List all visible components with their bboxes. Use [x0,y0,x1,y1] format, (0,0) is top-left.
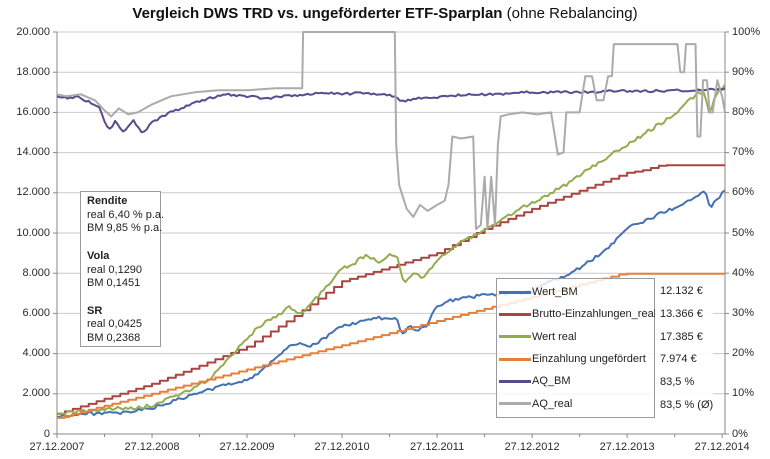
series-line-wert-bm [56,189,726,419]
legend-item-label: Brutto-Einzahlungen_real [532,308,657,321]
y-axis-left-label: 18.000 [16,65,50,78]
legend-swatch-wert-real [499,335,531,339]
series-line-aq-bm [56,87,726,134]
x-axis-label: 27.12.2012 [504,441,560,453]
series-line-aq-real [56,31,726,230]
x-axis-label: 27.12.2007 [29,441,85,453]
legend-value-wert-bm: 12.132 € [660,285,703,298]
legend-item-label: AQ_BM [532,375,571,388]
stats-line: real 0,1290 [87,263,143,276]
legend-value-wert-real: 17.385 € [660,330,703,343]
y-axis-left-label: 0 [43,427,50,440]
stats-line [87,291,160,305]
legend-item-aq-real[interactable]: AQ_real [499,393,652,414]
y-axis-left-label: 2.000 [22,387,50,400]
y-axis-right-label: 50% [732,226,755,239]
legend: Wert_BM Brutto-Einzahlungen_real Wert real… [496,278,713,418]
x-axis-label: 27.12.2014 [694,441,750,453]
legend-value-aq-bm: 83,5 % [660,375,695,388]
stats-line: SR [87,304,103,317]
x-axis-label: 27.12.2008 [124,441,180,453]
legend-swatch-brutto-einzahlungen-real [499,312,531,316]
y-axis-right-label: 100% [732,25,761,38]
legend-item-label: Wert real [532,330,577,343]
legend-value-einzahlung-ungefoerdert: 7.974 € [660,353,697,366]
y-axis-right-label: 20% [732,347,755,360]
y-axis-right-label: 40% [732,266,755,279]
legend-swatch-wert-bm [499,290,531,294]
legend-swatch-aq-bm [499,379,531,383]
chart-title: Vergleich DWS TRD vs. ungeförderter ETF-… [0,5,770,22]
y-axis-right-label: 70% [732,146,755,159]
legend-item-wert-real[interactable]: Wert real [499,326,652,347]
stats-line: BM 9,85 % p.a. [87,222,163,235]
chart-title-bold: Vergleich DWS TRD vs. ungeförderter ETF-… [132,5,503,22]
x-axis-label: 27.12.2009 [219,441,275,453]
legend-item-brutto-einzahlungen-real[interactable]: Brutto-Einzahlungen_real [499,304,656,325]
y-axis-left-label: 8.000 [22,266,50,279]
x-axis-label: 27.12.2010 [314,441,370,453]
stats-line: Vola [87,249,110,262]
y-axis-left-label: 10.000 [16,226,50,239]
y-axis-right-label: 10% [732,387,755,400]
legend-labels-box: Wert_BM Brutto-Einzahlungen_real Wert real… [496,278,656,418]
stats-line [87,236,160,250]
x-axis-label: 27.12.2011 [409,441,465,453]
series-line-brutto-einzahlungen-real [57,164,725,415]
legend-values-box: 12.132 € 13.366 € 17.385 € 7.974 € 83,5 % 83,… [655,278,713,418]
legend-item-einzahlung-ungefoerdert[interactable]: Einzahlung ungefördert [499,349,652,370]
chart-title-normal: (ohne Rebalancing) [502,5,638,22]
y-axis-right-label: 30% [732,306,755,319]
y-axis-left-label: 14.000 [16,146,50,159]
stats-line: real 6,40 % p.a. [87,208,165,221]
stats-line: real 0,0425 [87,318,143,331]
legend-value-brutto-einzahlungen-real: 13.366 € [660,307,703,320]
stats-line: BM 0,1451 [87,277,141,290]
series-line-wert-real [56,84,726,416]
y-axis-left-label: 20.000 [16,25,50,38]
y-axis-right-label: 60% [732,186,755,199]
stats-line: Rendite [87,195,128,207]
y-axis-right-label: 90% [732,65,755,78]
y-axis-left-label: 16.000 [16,105,50,118]
stats-line: BM 0,2368 [87,332,141,345]
y-axis-left-label: 4.000 [22,347,50,360]
legend-value-aq-real: 83,5 % (Ø) [660,398,714,411]
legend-item-label: Wert_BM [532,286,578,299]
y-axis-left-label: 12.000 [16,186,50,199]
x-axis-label: 27.12.2013 [599,441,655,453]
legend-item-label: AQ_real [532,397,573,410]
stats-box: Rendite real 6,40 % p.a. BM 9,85 % p.a. Vo… [80,191,165,347]
legend-item-label: Einzahlung ungefördert [532,353,646,366]
y-axis-left-label: 6.000 [22,306,50,319]
y-axis-right-label: 0% [732,427,748,440]
legend-swatch-einzahlung-ungefoerdert [499,357,531,361]
y-axis-right-label: 80% [732,105,755,118]
legend-item-wert-bm[interactable]: Wert_BM [499,282,652,303]
legend-swatch-aq-real [499,402,531,406]
legend-item-aq-bm[interactable]: AQ_BM [499,371,652,392]
